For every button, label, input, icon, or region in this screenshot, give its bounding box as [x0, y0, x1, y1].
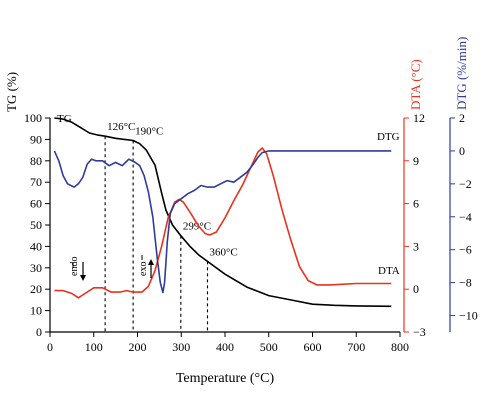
- marker-label: 299°C: [183, 221, 211, 233]
- dtg-axis-title: DTG (%/min): [454, 37, 469, 110]
- tg-tick-label: 70: [30, 175, 42, 189]
- dta-tick-label: −3: [413, 325, 426, 339]
- marker-label: 126°C: [107, 121, 135, 133]
- dtg-axis-ticks: −10 −8 −6 −4 −2 0 2: [450, 111, 478, 323]
- tg-tick-label: 30: [30, 261, 42, 275]
- series-lines: [53, 117, 392, 308]
- tg-tick-label: 50: [30, 218, 42, 232]
- x-tick-label: 400: [216, 340, 234, 354]
- marker-label: 190°C: [135, 125, 163, 137]
- tg-series-line: [54, 117, 392, 308]
- x-tick-label: 0: [47, 340, 53, 354]
- dta-tick-label: 6: [413, 197, 419, 211]
- tg-tick-label: 80: [30, 154, 42, 168]
- endo-annotation: endo: [69, 257, 86, 281]
- exo-arrow-up-icon: [148, 259, 154, 265]
- exo-label: exo: [138, 262, 149, 276]
- dtg-tick-label: −4: [459, 210, 472, 224]
- exo-annotation: exo: [138, 255, 154, 278]
- x-tick-label: 200: [129, 340, 147, 354]
- tg-tick-label: 60: [30, 197, 42, 211]
- x-axis-ticks: 0 100 200 300 400 500 600 700 800: [47, 332, 409, 354]
- tg-tick-label: 0: [36, 325, 42, 339]
- tg-axis-ticks: 0 10 20 30 40 50 60 70 80 90 100: [24, 111, 50, 339]
- dtg-tick-label: 0: [459, 144, 465, 158]
- x-tick-label: 800: [391, 340, 409, 354]
- dta-series-label: DTA: [378, 265, 400, 277]
- dtg-tick-label: −10: [459, 309, 478, 323]
- dta-tick-label: 3: [413, 239, 419, 253]
- x-tick-label: 300: [172, 340, 190, 354]
- dta-series-line: [54, 147, 392, 299]
- temperature-markers: 126°C 190°C 299°C 360°C: [104, 121, 238, 332]
- dtg-series-line: [53, 150, 392, 294]
- dtg-tick-label: −2: [459, 177, 472, 191]
- tg-axis-title: TG (%): [4, 72, 19, 112]
- x-tick-label: 500: [260, 340, 278, 354]
- tg-tick-label: 40: [30, 239, 42, 253]
- tg-tick-label: 20: [30, 282, 42, 296]
- dtg-tick-label: −8: [459, 276, 472, 290]
- x-tick-label: 600: [304, 340, 322, 354]
- dtg-tick-label: 2: [459, 111, 465, 125]
- tg-tick-label: 90: [30, 132, 42, 146]
- dta-axis-ticks: −3 0 3 6 9 12: [404, 111, 426, 339]
- tg-series-label: TG: [57, 113, 72, 125]
- dtg-series-label: DTG: [377, 131, 400, 143]
- tg-tick-label: 10: [30, 304, 42, 318]
- marker-label: 360°C: [210, 246, 238, 258]
- endo-arrow-down-icon: [80, 275, 86, 281]
- x-tick-label: 100: [85, 340, 103, 354]
- dta-axis-title: DTA (°C): [408, 59, 423, 110]
- endo-label: endo: [69, 257, 80, 276]
- x-tick-label: 700: [347, 340, 365, 354]
- dta-tick-label: 12: [413, 111, 425, 125]
- dta-tick-label: 9: [413, 154, 419, 168]
- dtg-tick-label: −6: [459, 243, 472, 257]
- dta-tick-label: 0: [413, 282, 419, 296]
- x-axis-title: Temperature (°C): [176, 371, 275, 386]
- tg-tick-label: 100: [24, 111, 42, 125]
